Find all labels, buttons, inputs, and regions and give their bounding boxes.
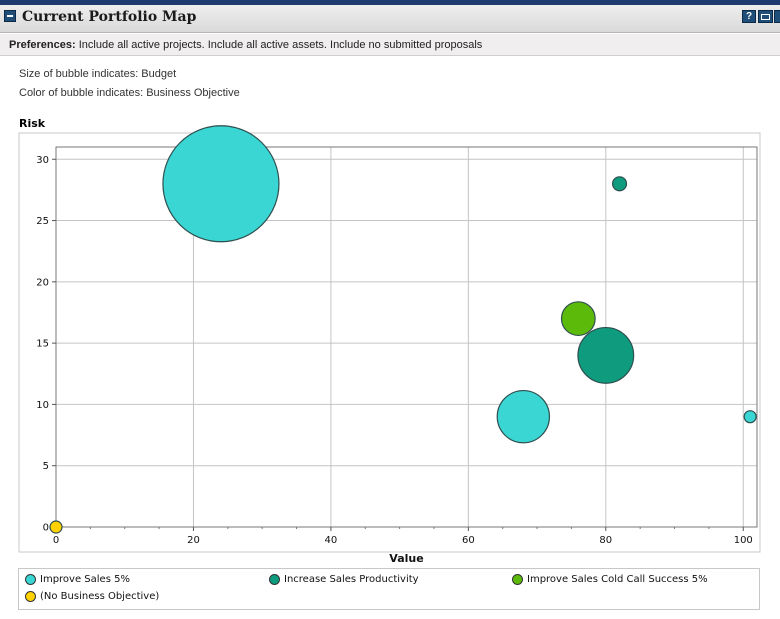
x-tick-label: 80 (599, 535, 612, 546)
y-tick-label: 30 (36, 155, 49, 166)
y-tick-label: 20 (36, 277, 49, 288)
preferences-text: Include all active projects. Include all… (78, 39, 483, 51)
portlet-header: Current Portfolio Map ? (0, 5, 780, 33)
preferences-label: Preferences: (9, 39, 76, 51)
y-tick-label: 25 (36, 216, 49, 227)
legend-swatch (25, 591, 36, 602)
x-axis-title: Value (389, 552, 423, 565)
bubbles (49, 125, 757, 534)
y-tick-label: 0 (43, 523, 49, 534)
chart-frame (18, 132, 761, 553)
plot-area (55, 146, 758, 528)
y-tick-label: 15 (36, 339, 49, 350)
y-axis-title: Risk (19, 117, 46, 130)
color-legend-text: Color of bubble indicates: Business Obje… (19, 87, 240, 99)
legend-swatch (25, 574, 36, 585)
top-border (0, 0, 780, 5)
edit-icon[interactable] (758, 10, 773, 23)
legend-item: Improve Sales 5% (25, 574, 130, 585)
maximize-icon[interactable] (774, 10, 780, 23)
preferences-bar: Preferences: Include all active projects… (0, 34, 780, 56)
bubble[interactable] (496, 389, 551, 444)
bubble[interactable] (743, 410, 757, 424)
legend-label: (No Business Objective) (40, 591, 160, 602)
x-tick-label: 0 (53, 535, 59, 546)
x-tick-label: 60 (462, 535, 475, 546)
y-tick-label: 5 (43, 461, 49, 472)
bubble[interactable] (577, 326, 635, 384)
portlet-title: Current Portfolio Map (22, 9, 197, 25)
bubble[interactable] (560, 301, 596, 337)
legend-swatch (269, 574, 280, 585)
legend-item: (No Business Objective) (25, 591, 159, 602)
chart-legend: Improve Sales 5% Increase Sales Productiv… (18, 568, 760, 610)
legend-swatch (512, 574, 523, 585)
legend-item: Increase Sales Productivity (269, 574, 419, 585)
axis-ticks: 0 20 40 60 80 100 0 5 10 15 20 25 30 (36, 155, 753, 546)
gridlines (56, 147, 757, 527)
x-tick-label: 40 (325, 535, 338, 546)
x-tick-label: 20 (187, 535, 200, 546)
legend-label: Improve Sales 5% (40, 574, 130, 585)
help-icon[interactable]: ? (742, 10, 756, 23)
legend-item: Improve Sales Cold Call Success 5% (512, 574, 708, 585)
bubble[interactable] (162, 125, 280, 243)
bubble[interactable] (611, 176, 628, 192)
size-legend-text: Size of bubble indicates: Budget (19, 68, 177, 80)
legend-label: Increase Sales Productivity (284, 574, 419, 585)
x-tick-label: 100 (734, 535, 753, 546)
bubble[interactable] (49, 520, 63, 534)
legend-label: Improve Sales Cold Call Success 5% (527, 574, 708, 585)
collapse-icon[interactable] (4, 10, 16, 22)
y-tick-label: 10 (36, 400, 49, 411)
